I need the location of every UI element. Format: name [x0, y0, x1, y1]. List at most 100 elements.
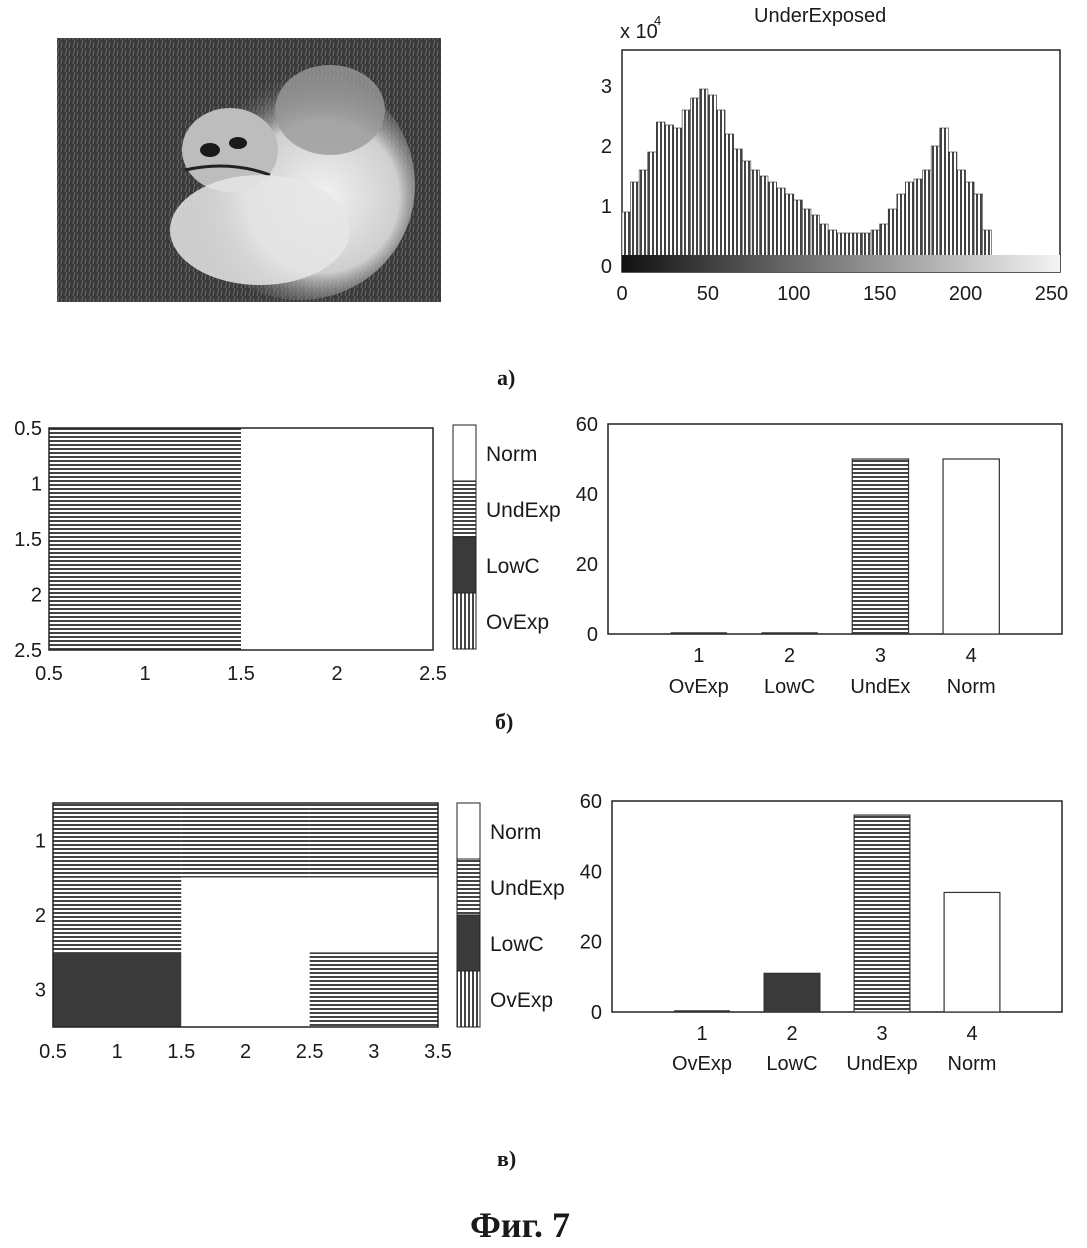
legendB-swatch	[453, 481, 476, 537]
barsC-x-tick: 1	[696, 1023, 707, 1045]
mapB-x-tick: 1.5	[227, 663, 255, 685]
panel-label-b: б)	[495, 709, 513, 734]
histogram-bar	[768, 182, 777, 266]
barsC-y-tick: 0	[591, 1002, 602, 1024]
mapC-cell	[310, 878, 438, 953]
histogram-bar	[940, 128, 949, 266]
histogram-y-tick: 2	[601, 136, 612, 158]
bars-b-chart: 1OvExp2LowC3UndEx4Norm0204060	[576, 414, 1062, 698]
histogram-x-tick: 50	[697, 283, 719, 305]
mapC-cell	[181, 878, 309, 953]
legendB-swatch	[453, 537, 476, 593]
mapB-x-tick: 1	[139, 663, 150, 685]
histogram-chart: x 10 4 UnderExposed 050100150200250 0123	[601, 5, 1068, 305]
barsB-y-tick: 0	[587, 624, 598, 646]
histogram-bar	[751, 170, 760, 266]
mapB-cell	[241, 428, 433, 650]
barsB-bar	[852, 459, 908, 634]
mapC-cell	[181, 952, 309, 1027]
histogram-colorbar	[622, 255, 1060, 272]
mapC-x-tick: 3	[368, 1041, 379, 1063]
histogram-bar	[674, 128, 683, 266]
histogram-bar	[639, 170, 648, 266]
mapC-x-tick: 3.5	[424, 1041, 452, 1063]
legendC-entry: OvExp	[490, 989, 553, 1012]
barsB-bar	[943, 459, 999, 634]
barsB-x-tick: 4	[966, 645, 977, 667]
map-c-legend: NormUndExpLowCOvExp	[457, 803, 565, 1027]
barsC-category-label: OvExp	[672, 1053, 732, 1075]
mapC-x-tick: 1	[112, 1041, 123, 1063]
histogram-bar	[914, 179, 923, 266]
legendB-entry: LowC	[486, 555, 540, 578]
mapB-x-tick: 2	[331, 663, 342, 685]
histogram-bar	[699, 89, 708, 266]
barsC-bar	[854, 815, 910, 1012]
mapB-cell	[49, 428, 241, 650]
mapB-y-tick: 0.5	[14, 418, 42, 440]
map-b-chart: 0.511.522.50.511.522.5	[14, 418, 447, 685]
barsB-x-tick: 1	[693, 645, 704, 667]
histogram-y-multiplier: x 10	[620, 21, 658, 43]
mapC-x-tick: 2.5	[296, 1041, 324, 1063]
mapB-y-tick: 1.5	[14, 529, 42, 551]
barsB-y-tick: 40	[576, 484, 598, 506]
barsC-bar	[764, 973, 820, 1012]
barsC-x-tick: 2	[786, 1023, 797, 1045]
panel-label-c: в)	[497, 1146, 516, 1171]
mapC-cell	[53, 878, 181, 953]
legendB-entry: Norm	[486, 443, 537, 466]
histogram-bar	[725, 134, 734, 266]
legendC-swatch	[457, 859, 480, 915]
histogram-bars	[622, 89, 1000, 266]
mapC-cell	[53, 803, 181, 878]
histogram-bar	[648, 152, 657, 266]
mapC-x-tick: 2	[240, 1041, 251, 1063]
histogram-bar	[631, 182, 640, 266]
barsC-category-label: LowC	[766, 1053, 817, 1075]
mapC-cell	[310, 952, 438, 1027]
barsB-y-tick: 20	[576, 554, 598, 576]
histogram-bar	[665, 125, 674, 266]
mapC-x-tick: 0.5	[39, 1041, 67, 1063]
legendC-swatch	[457, 915, 480, 971]
panel-label-a: а)	[497, 365, 515, 390]
histogram-bar	[931, 146, 940, 266]
histogram-bar	[905, 182, 914, 266]
bars-c-chart: 1OvExp2LowC3UndExp4Norm0204060	[580, 791, 1062, 1075]
mapB-x-tick: 2.5	[419, 663, 447, 685]
histogram-bar	[777, 188, 786, 266]
mapC-y-tick: 2	[35, 905, 46, 927]
histogram-y-tick: 1	[601, 196, 612, 218]
legendB-entry: OvExp	[486, 611, 549, 634]
histogram-bar	[682, 110, 691, 266]
legendC-entry: Norm	[490, 821, 541, 844]
map-b-legend: Norm UndExp LowC OvExp	[453, 425, 561, 649]
histogram-x-tick: 250	[1035, 283, 1068, 305]
barsB-y-tick: 60	[576, 414, 598, 436]
barsC-x-tick: 3	[876, 1023, 887, 1045]
histogram-title: UnderExposed	[754, 5, 886, 27]
histogram-bar	[691, 98, 700, 266]
mapB-y-tick: 2.5	[14, 640, 42, 662]
mapC-cell	[53, 952, 181, 1027]
histogram-bar	[656, 122, 665, 266]
histogram-bar	[708, 95, 717, 266]
mapC-y-tick: 3	[35, 980, 46, 1002]
histogram-bar	[734, 149, 743, 266]
histogram-bar	[923, 170, 932, 266]
histogram-bar	[957, 170, 966, 266]
barsC-x-tick: 4	[966, 1023, 977, 1045]
histogram-bar	[716, 110, 725, 266]
barsC-y-tick: 40	[580, 861, 602, 883]
mapB-y-tick: 1	[31, 474, 42, 496]
legendB-swatch	[453, 425, 476, 481]
legendB-entry: UndExp	[486, 499, 561, 522]
histogram-x-tick: 200	[949, 283, 982, 305]
figure-caption: Фиг. 7	[470, 1205, 570, 1245]
barsB-category-label: UndEx	[850, 676, 910, 698]
mapB-y-tick: 2	[31, 585, 42, 607]
barsB-x-tick: 3	[875, 645, 886, 667]
histogram-y-tick: 3	[601, 76, 612, 98]
barsB-category-label: LowC	[764, 676, 815, 698]
